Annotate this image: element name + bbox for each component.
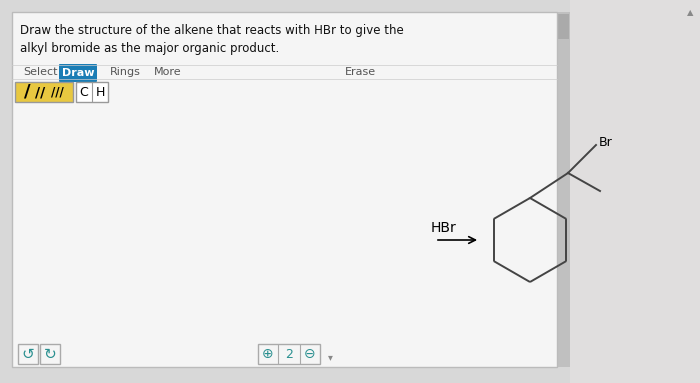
Text: ↺: ↺ [22, 347, 34, 362]
Text: //: // [35, 85, 45, 99]
Text: Select: Select [22, 67, 57, 77]
Text: Br: Br [599, 136, 612, 149]
Text: H: H [95, 85, 105, 98]
Text: ///: /// [50, 85, 64, 98]
FancyBboxPatch shape [12, 12, 557, 367]
FancyBboxPatch shape [558, 14, 569, 39]
FancyBboxPatch shape [258, 344, 320, 364]
Text: /: / [24, 83, 30, 101]
FancyBboxPatch shape [557, 12, 570, 367]
Text: C: C [80, 85, 88, 98]
Text: ↻: ↻ [43, 347, 57, 362]
Text: ⊕: ⊕ [262, 347, 274, 361]
Text: Draw: Draw [62, 68, 94, 78]
Text: More: More [154, 67, 182, 77]
Text: Erase: Erase [344, 67, 376, 77]
Text: Rings: Rings [110, 67, 141, 77]
FancyBboxPatch shape [15, 82, 73, 102]
FancyBboxPatch shape [76, 82, 108, 102]
FancyBboxPatch shape [570, 0, 700, 383]
Text: ⊖: ⊖ [304, 347, 316, 361]
FancyBboxPatch shape [59, 64, 97, 82]
Text: ▾: ▾ [328, 352, 332, 362]
Text: ▲: ▲ [687, 8, 693, 17]
Text: HBr: HBr [431, 221, 457, 235]
FancyBboxPatch shape [40, 344, 60, 364]
Text: 2: 2 [285, 347, 293, 360]
FancyBboxPatch shape [18, 344, 38, 364]
Text: Draw the structure of the alkene that reacts with HBr to give the
alkyl bromide : Draw the structure of the alkene that re… [20, 24, 404, 55]
